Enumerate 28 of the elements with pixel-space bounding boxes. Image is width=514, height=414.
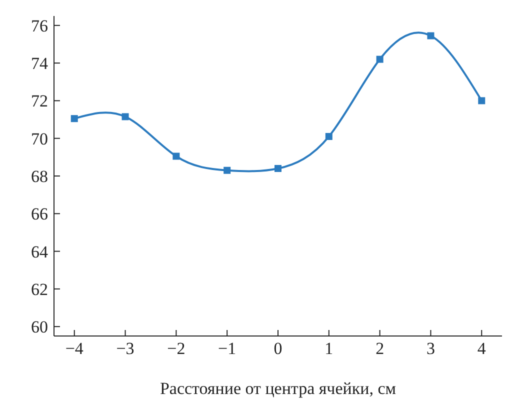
point bbox=[325, 132, 332, 140]
x-tick-label: −4 bbox=[65, 339, 84, 358]
x-tick-label: −1 bbox=[218, 339, 236, 358]
x-tick-label: 1 bbox=[324, 339, 334, 358]
y-tick-label: 76 bbox=[31, 16, 48, 36]
point bbox=[122, 113, 129, 120]
point bbox=[427, 32, 434, 40]
x-tick-label: −2 bbox=[167, 339, 186, 358]
x-axis-title: Расстояние от центра ячейки, см bbox=[160, 379, 396, 398]
x-tick-label: −3 bbox=[116, 339, 134, 358]
point bbox=[70, 115, 78, 122]
y-tick-label: 72 bbox=[31, 92, 48, 111]
x-tick-label: 2 bbox=[376, 339, 384, 358]
y-tick-label: 60 bbox=[31, 318, 48, 337]
y-tick-label: 68 bbox=[31, 167, 48, 186]
point bbox=[172, 152, 180, 160]
point bbox=[224, 166, 231, 174]
y-tick-label: 62 bbox=[31, 280, 48, 299]
point bbox=[376, 56, 384, 63]
y-tick-label: 64 bbox=[31, 242, 48, 262]
point bbox=[274, 164, 282, 172]
y-tick-label: 70 bbox=[31, 129, 48, 148]
x-tick-label: 4 bbox=[477, 339, 486, 358]
point bbox=[478, 97, 486, 104]
x-tick-label: 0 bbox=[274, 339, 282, 358]
x-tick-label: 3 bbox=[426, 339, 435, 358]
y-tick-label: 66 bbox=[31, 204, 48, 224]
y-tick-label: 74 bbox=[31, 54, 48, 74]
